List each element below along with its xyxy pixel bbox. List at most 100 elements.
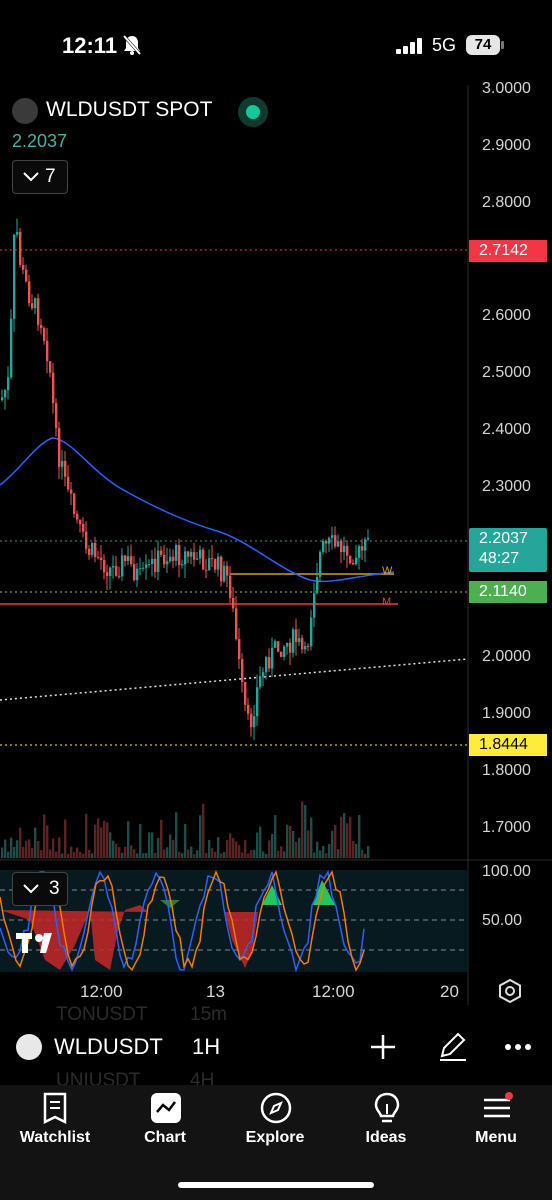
y-axis-label: 3.0000 — [482, 80, 531, 97]
x-axis-label: 12:00 — [80, 982, 123, 1001]
price-chart[interactable]: W M — [0, 85, 552, 1005]
candlesticks — [1, 218, 370, 740]
y-axis-label: 2.5000 — [482, 364, 531, 381]
volume-bar — [88, 849, 91, 858]
candle-body — [259, 677, 262, 688]
volume-bar — [244, 840, 247, 858]
volume-bar — [262, 851, 265, 858]
candle-body — [10, 318, 13, 378]
candle-body — [247, 704, 250, 714]
candle-body — [322, 540, 325, 553]
lightbulb-icon — [374, 1092, 400, 1123]
candle-body — [88, 548, 91, 555]
interval-selector[interactable]: 1H — [192, 1034, 221, 1059]
candle-body — [178, 545, 181, 566]
volume-bar — [82, 853, 85, 858]
volume-bar — [304, 805, 307, 858]
volume-bar — [226, 839, 229, 858]
network-type: 5G — [432, 35, 457, 55]
indicator-count: 7 — [45, 166, 56, 187]
volume-bar — [280, 846, 283, 858]
candle-body — [121, 555, 124, 577]
volume-bar — [115, 843, 118, 858]
volume-bar — [112, 840, 115, 858]
volume-bar — [76, 847, 79, 858]
y-axis-label: 2.3000 — [482, 478, 531, 495]
candle-body — [202, 549, 205, 570]
candle-body — [52, 372, 55, 404]
volume-bar — [337, 849, 340, 858]
candle-body — [82, 523, 85, 532]
more-dots-icon[interactable] — [504, 1043, 532, 1051]
battery-level: 74 — [466, 35, 500, 55]
watchlist-icon — [43, 1092, 67, 1124]
candle-body — [301, 638, 304, 650]
volume-bar — [211, 848, 214, 858]
candle-body — [58, 428, 61, 467]
candle-body — [46, 340, 49, 362]
candle-body — [289, 642, 292, 653]
volume-bar — [160, 819, 163, 858]
candle-body — [91, 542, 94, 555]
plus-icon[interactable] — [368, 1032, 398, 1062]
volume-bar — [223, 851, 226, 858]
volume-bar — [358, 815, 361, 858]
candle-body — [226, 565, 229, 576]
volume-bar — [259, 826, 262, 858]
candle-body — [151, 558, 154, 565]
candle-body — [295, 629, 298, 642]
volume-bar — [166, 847, 169, 858]
volume-bar — [46, 825, 49, 858]
symbol-selector[interactable]: WLDUSDT — [54, 1034, 163, 1059]
pen-icon[interactable] — [436, 1030, 468, 1062]
candle-body — [43, 328, 46, 341]
chart-icon — [151, 1093, 181, 1123]
y-axis-label: 2.8000 — [482, 194, 531, 211]
indicators-toggle-button[interactable]: 7 — [12, 160, 68, 194]
oscillator-toggle-button[interactable]: 3 — [12, 872, 68, 906]
y-axis-label: 2.6000 — [482, 307, 531, 324]
volume-bar — [142, 853, 145, 858]
candle-body — [193, 552, 196, 560]
chevron-down-icon — [23, 172, 39, 182]
volume-bar — [10, 837, 13, 858]
svg-text:W: W — [382, 565, 393, 577]
chart-settings-icon[interactable] — [498, 979, 522, 1003]
current-price: 2.2037 — [479, 530, 528, 547]
volume-bar — [43, 814, 46, 858]
volume-bar — [331, 830, 334, 858]
volume-bar — [184, 823, 187, 858]
candle-body — [280, 651, 283, 657]
candle-body — [187, 551, 190, 557]
volume-bar — [340, 816, 343, 858]
low-level-price-tag: 1.8444 — [469, 734, 547, 756]
candle-body — [235, 608, 238, 640]
symbol-title[interactable]: WLDUSDT SPOT — [46, 98, 213, 121]
volume-bar — [100, 827, 103, 858]
volume-bar — [85, 813, 88, 858]
volume-bar — [241, 852, 244, 858]
candle-body — [16, 231, 19, 235]
candle-body — [4, 390, 7, 398]
volume-bar — [271, 833, 274, 858]
volume-bar — [361, 849, 364, 858]
symbol-toolbar — [0, 1012, 552, 1084]
candle-body — [334, 535, 337, 547]
candle-body — [286, 642, 289, 647]
candle-body — [70, 489, 73, 494]
volume-bar — [217, 837, 220, 858]
y-axis-label: 2.9000 — [482, 137, 531, 154]
candle-body — [367, 537, 370, 540]
candle-body — [130, 556, 133, 565]
candle-body — [268, 657, 271, 669]
candle-body — [292, 629, 295, 653]
volume-bar — [139, 824, 142, 858]
candle-body — [97, 556, 100, 558]
volume-bar — [127, 821, 130, 858]
volume-bar — [220, 853, 223, 858]
volume-bar — [313, 852, 316, 858]
current-price-tag: 2.2037 48:27 — [469, 528, 547, 572]
volume-bar — [157, 838, 160, 858]
candle-body — [124, 555, 127, 562]
volume-bar — [118, 847, 121, 858]
